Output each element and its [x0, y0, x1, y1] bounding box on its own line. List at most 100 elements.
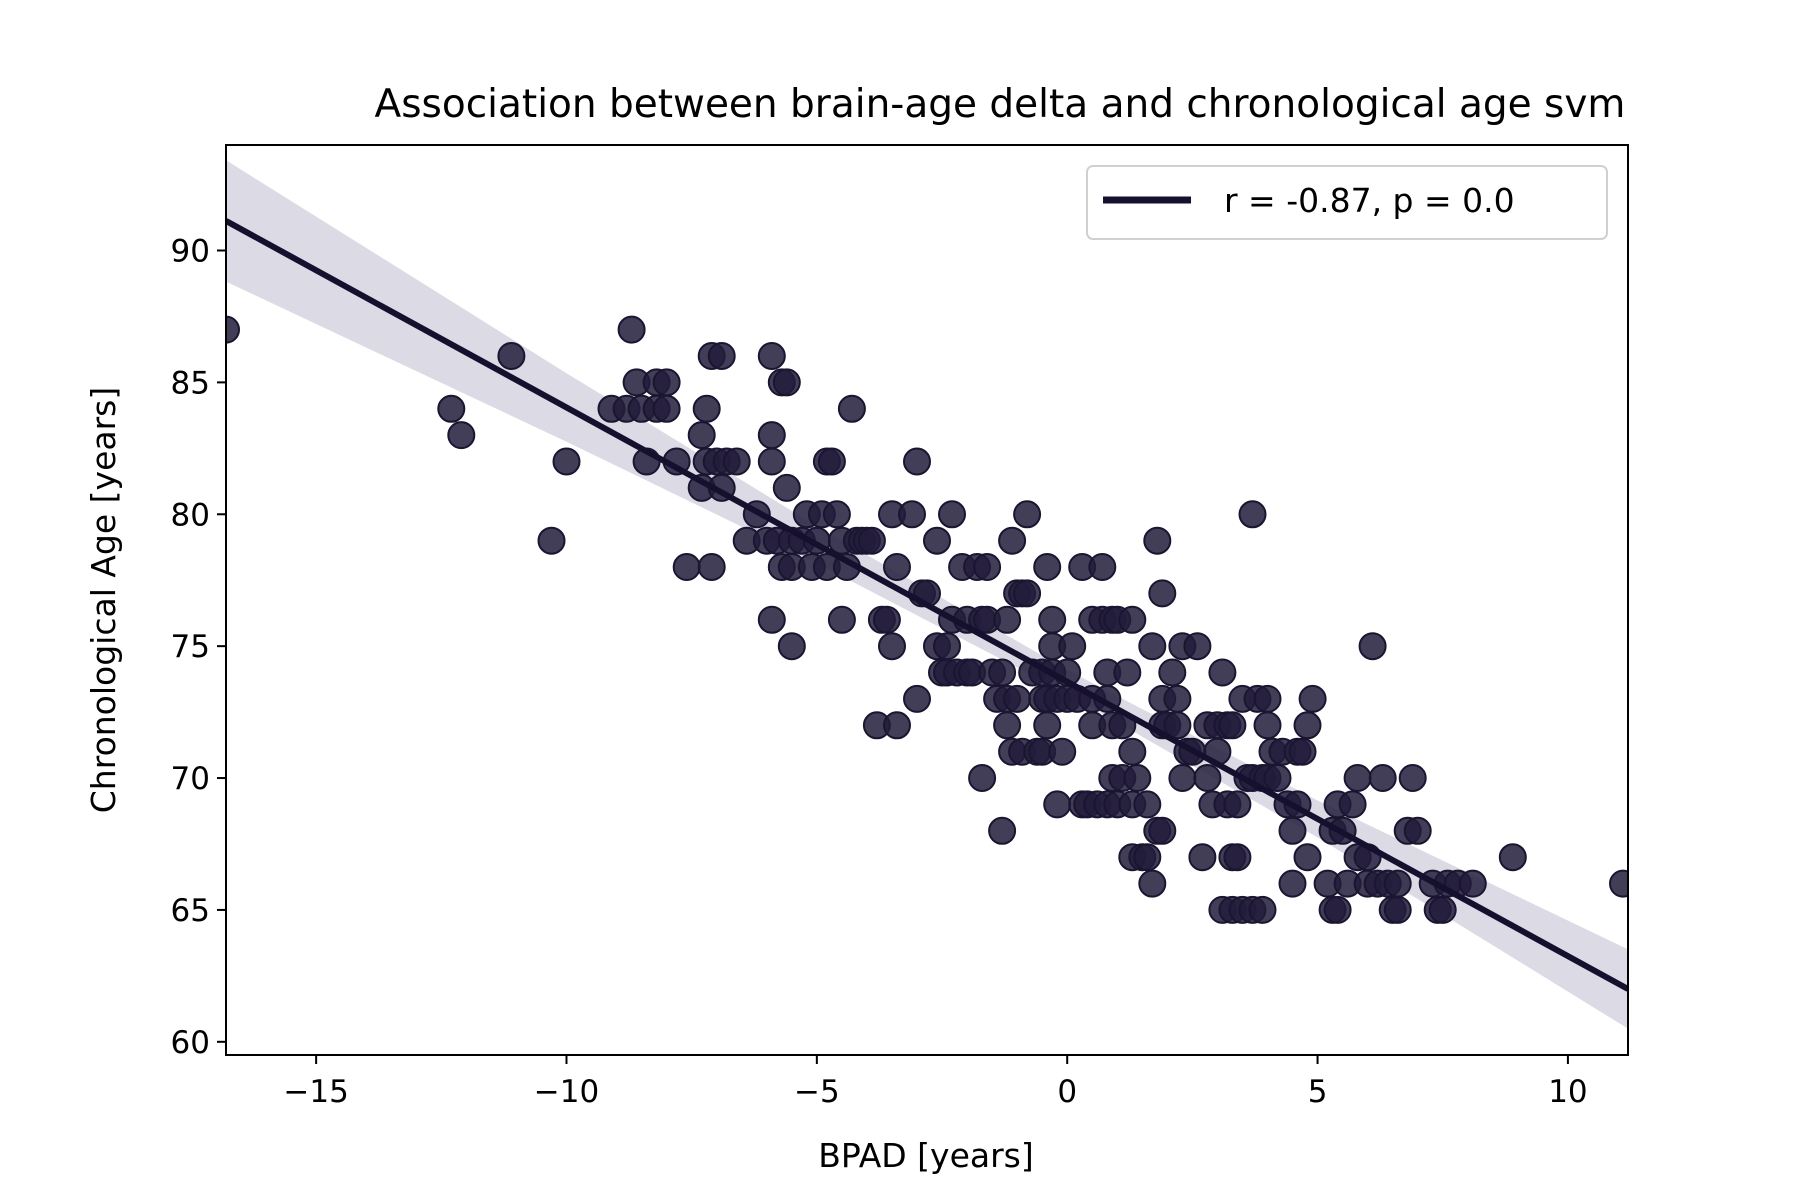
data-point	[1383, 895, 1412, 924]
y-tick-label: 70	[171, 761, 210, 797]
x-tick-label: 5	[1308, 1074, 1328, 1110]
data-point	[1293, 843, 1322, 872]
plot-frame	[225, 144, 1629, 1056]
data-point	[617, 315, 646, 344]
data-point	[1428, 895, 1457, 924]
x-tick-label: −5	[794, 1074, 840, 1110]
data-point	[1368, 764, 1397, 792]
y-tick-label: 65	[171, 893, 210, 929]
data-point	[1038, 605, 1067, 634]
data-point	[857, 526, 886, 555]
y-tick-label: 60	[171, 1025, 210, 1061]
data-point	[1263, 764, 1292, 792]
data-point	[973, 553, 1002, 581]
data-point	[827, 605, 856, 634]
data-point	[777, 632, 806, 661]
x-axis-ticks: −15 −10 −5 0 5 10	[283, 1055, 1588, 1110]
legend: r = -0.87, p = 0.0	[1086, 165, 1608, 240]
data-point	[1278, 869, 1307, 898]
data-point	[1048, 737, 1077, 766]
data-point	[822, 500, 851, 529]
data-point	[1458, 869, 1487, 898]
data-point	[1138, 632, 1167, 661]
data-point	[1163, 684, 1192, 713]
data-point	[968, 764, 997, 792]
data-point	[1148, 579, 1177, 608]
data-point	[687, 421, 716, 450]
data-point	[1188, 843, 1217, 872]
data-point	[537, 526, 566, 555]
data-point	[1183, 632, 1212, 661]
x-tick-label: −10	[534, 1074, 599, 1110]
data-point	[226, 315, 240, 344]
x-tick-label: −15	[283, 1074, 348, 1110]
data-point	[923, 526, 951, 555]
data-point	[772, 473, 801, 502]
data-point	[1609, 869, 1628, 898]
legend-entry: r = -0.87, p = 0.0	[1224, 181, 1515, 220]
data-point	[757, 605, 786, 634]
data-point	[1148, 816, 1177, 845]
y-tick-label: 80	[171, 497, 210, 533]
data-point	[998, 526, 1027, 555]
x-tick-label: 0	[1057, 1074, 1077, 1110]
data-point	[697, 553, 726, 581]
data-point	[1208, 658, 1237, 687]
data-point	[1278, 816, 1307, 845]
y-tick-label: 90	[171, 234, 210, 270]
data-point	[1058, 632, 1087, 661]
data-point	[757, 447, 786, 476]
legend-box	[1086, 165, 1608, 240]
data-point	[1498, 843, 1527, 872]
data-point	[988, 658, 1017, 687]
data-point	[437, 394, 466, 423]
plot-area	[226, 160, 1628, 1029]
data-point	[1133, 790, 1162, 819]
data-point	[898, 500, 926, 529]
y-tick-label: 85	[171, 365, 210, 401]
data-point	[757, 421, 786, 450]
data-point	[692, 394, 721, 423]
data-point	[722, 447, 751, 476]
data-point	[772, 368, 801, 397]
data-point	[872, 605, 901, 634]
data-points	[226, 315, 1628, 924]
data-point	[1293, 711, 1322, 740]
data-point	[837, 394, 866, 423]
data-point	[1223, 843, 1252, 872]
chart-title: Association between brain-age delta and …	[375, 82, 1626, 127]
data-point	[1343, 764, 1372, 792]
data-point	[1358, 632, 1387, 661]
data-point	[1248, 895, 1277, 924]
x-tick-label: 10	[1548, 1074, 1587, 1110]
x-axis-label: BPAD [years]	[818, 1136, 1033, 1175]
data-point	[497, 342, 526, 370]
data-point	[1218, 711, 1247, 740]
data-point	[1113, 658, 1142, 687]
data-point	[1168, 764, 1197, 792]
data-point	[1193, 764, 1222, 792]
data-point	[1013, 579, 1042, 608]
data-point	[883, 711, 911, 740]
y-axis-label: Chronological Age [years]	[84, 387, 123, 813]
data-point	[1123, 764, 1152, 792]
data-point	[993, 605, 1022, 634]
data-point	[1088, 553, 1117, 581]
data-point	[817, 447, 846, 476]
data-point	[1118, 605, 1147, 634]
data-point	[1033, 711, 1062, 740]
data-point	[1003, 684, 1032, 713]
data-point	[1338, 790, 1367, 819]
data-point	[1033, 553, 1062, 581]
y-axis-ticks: 60 65 70 75 80 85 90	[171, 234, 226, 1061]
data-point	[903, 447, 931, 476]
data-point	[1223, 790, 1252, 819]
data-point	[552, 447, 581, 476]
data-point	[1158, 658, 1187, 687]
data-point	[933, 632, 961, 661]
data-point	[1253, 684, 1282, 713]
data-point	[1143, 526, 1172, 555]
data-point	[707, 342, 736, 370]
data-point	[1288, 737, 1317, 766]
